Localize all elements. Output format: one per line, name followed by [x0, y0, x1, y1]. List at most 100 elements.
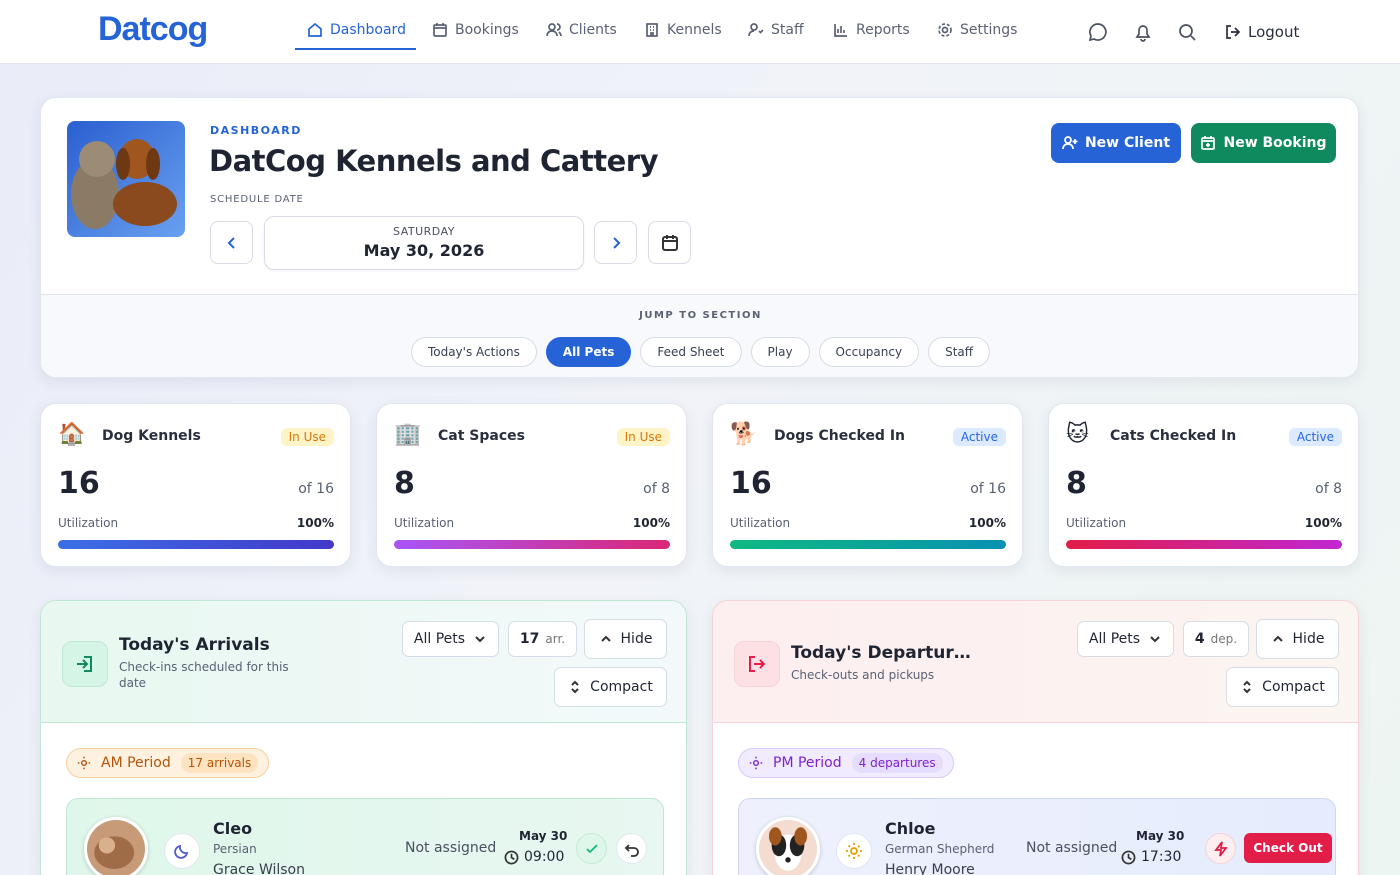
jump-pill[interactable]: Staff [928, 337, 991, 367]
panel-icon [62, 641, 108, 687]
date-label: May 30, 2026 [363, 241, 485, 260]
count-unit: arr. [545, 632, 566, 646]
bell-icon[interactable] [1133, 22, 1153, 42]
stat-value: 16 [730, 466, 772, 501]
stat-icon: 🐱 [1066, 422, 1089, 447]
pet-avatar [756, 817, 820, 875]
utilization-value: 100% [296, 516, 334, 530]
check-out-button[interactable]: Check Out [1244, 833, 1332, 863]
search-icon[interactable] [1177, 22, 1197, 42]
stat-badge: Active [1288, 428, 1342, 446]
pet-filter[interactable]: All Pets [1077, 621, 1174, 657]
next-day[interactable] [594, 221, 637, 264]
utilization-value: 100% [632, 516, 670, 530]
stat-badge: In Use [616, 428, 670, 446]
panel-subtitle: Check-outs and pickups [791, 668, 935, 682]
schedule-label: SCHEDULE DATE [210, 194, 304, 205]
time-label: 09:00 [524, 849, 565, 865]
nav-reports[interactable]: Reports [833, 22, 910, 38]
booking-date: May 30 [519, 829, 568, 843]
panel-title: Today's Departur… [791, 643, 971, 663]
calendar-button[interactable] [648, 221, 691, 264]
booking-time: 09:00 [504, 849, 564, 865]
panel-subtitle: Check-ins scheduled for this date [119, 660, 289, 690]
jump-label: JUMP TO SECTION [639, 310, 762, 321]
quick-action[interactable] [1205, 833, 1236, 864]
eyebrow: DASHBOARD [210, 124, 302, 137]
nav-label: Clients [569, 22, 617, 38]
nav-clients[interactable]: Clients [546, 22, 617, 38]
period-count: 17 arrivals [180, 753, 259, 773]
utilization-label: Utilization [58, 516, 119, 530]
hide-button[interactable]: Hide [1256, 619, 1339, 659]
utilization-bar [394, 540, 670, 549]
hide-button[interactable]: Hide [584, 619, 667, 659]
pet-breed: German Shepherd [885, 842, 995, 856]
period-pill: AM Period 17 arrivals [66, 748, 270, 778]
filter-label: All Pets [413, 631, 466, 647]
stat-badge: Active [952, 428, 1006, 446]
time-label: 17:30 [1141, 849, 1182, 865]
nav-kennels[interactable]: Kennels [644, 22, 722, 38]
period-label: AM Period [101, 755, 171, 771]
stat-card: 🏢 Cat Spaces In Use 8 of 8 Utilization 1… [376, 403, 687, 567]
button-label: New Booking [1223, 135, 1327, 151]
nav-label: Kennels [667, 22, 722, 38]
prev-day[interactable] [210, 221, 253, 264]
new-booking-button[interactable]: New Booking [1191, 123, 1336, 163]
assignment: Not assigned [1026, 840, 1118, 856]
new-client-button[interactable]: New Client [1051, 123, 1181, 163]
top-nav: Datcog Dashboard Bookings Clients Kennel… [0, 0, 1400, 64]
check-in-button[interactable] [576, 833, 607, 864]
booking-card[interactable]: Chloe German Shepherd Henry Moore Not as… [738, 798, 1336, 875]
owner-name: Henry Moore [885, 862, 975, 875]
button-label: Compact [590, 679, 653, 695]
period-pill: PM Period 4 departures [738, 748, 954, 778]
count-value: 4 [1194, 631, 1205, 647]
jump-pill[interactable]: Occupancy [818, 337, 920, 367]
button-label: Compact [1262, 679, 1325, 695]
pet-name: Cleo [213, 819, 253, 838]
stat-value: 8 [394, 466, 415, 501]
jump-pill[interactable]: Today's Actions [410, 337, 537, 367]
stat-capacity: of 16 [298, 481, 334, 497]
stat-icon: 🏢 [394, 422, 422, 447]
logo[interactable]: Datcog [98, 10, 208, 48]
jump-pill[interactable]: Feed Sheet [640, 337, 742, 367]
nav-staff[interactable]: Staff [748, 22, 804, 38]
logout-label: Logout [1248, 23, 1300, 41]
owner-name: Grace Wilson [213, 862, 305, 875]
jump-pill[interactable]: Play [750, 337, 810, 367]
date-picker[interactable]: SATURDAY May 30, 2026 [264, 216, 584, 270]
stat-label: Cat Spaces [438, 428, 525, 444]
pet-breed: Persian [213, 842, 257, 856]
panel-title: Today's Arrivals [119, 635, 270, 655]
logout[interactable]: Logout [1225, 23, 1299, 41]
utilization-label: Utilization [394, 516, 455, 530]
booking-card[interactable]: Cleo Persian Grace Wilson Not assigned M… [66, 798, 664, 875]
count-unit: dep. [1210, 632, 1238, 646]
nav-dashboard[interactable]: Dashboard [307, 22, 406, 38]
jump-pill[interactable]: All Pets [545, 337, 632, 367]
compact-button[interactable]: Compact [554, 667, 667, 707]
stat-icon: 🐕 [730, 422, 758, 447]
stat-value: 16 [58, 466, 100, 501]
utilization-bar [730, 540, 1006, 549]
stat-badge: In Use [280, 428, 334, 446]
filter-label: All Pets [1088, 631, 1141, 647]
chat-icon[interactable] [1088, 22, 1108, 42]
nav-label: Bookings [455, 22, 519, 38]
booking-time: 17:30 [1121, 849, 1181, 865]
nav-settings[interactable]: Settings [937, 22, 1017, 38]
header-card: DASHBOARD DatCog Kennels and Cattery SCH… [40, 97, 1359, 378]
compact-button[interactable]: Compact [1226, 667, 1339, 707]
period-icon [836, 833, 872, 869]
nav-bookings[interactable]: Bookings [432, 22, 519, 38]
day-label: SATURDAY [393, 225, 455, 238]
period-label: PM Period [773, 755, 842, 771]
undo-button[interactable] [616, 833, 647, 864]
stat-capacity: of 16 [970, 481, 1006, 497]
pet-filter[interactable]: All Pets [402, 621, 499, 657]
